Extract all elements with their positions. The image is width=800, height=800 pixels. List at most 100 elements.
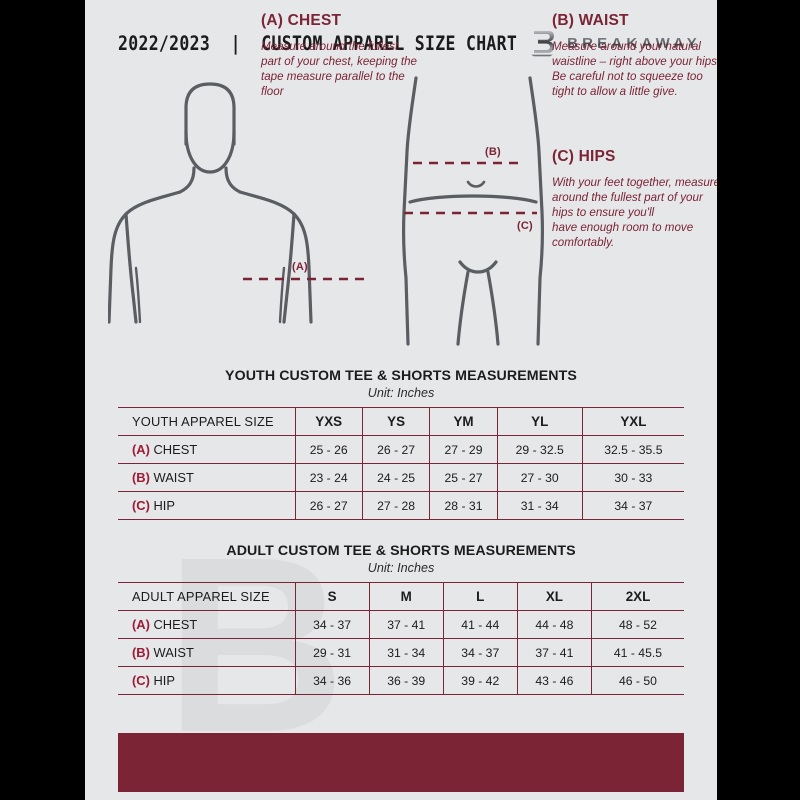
youth-waist-yxs: 23 - 24 (294, 463, 363, 492)
table-row: (A) CHEST 34 - 37 37 - 41 41 - 44 44 - 4… (118, 610, 684, 639)
youth-size-col-0: YXS (294, 407, 363, 436)
instruction-chest-body: Measure around the fullest part of your … (261, 40, 417, 99)
row-name: WAIST (153, 470, 194, 485)
instruction-waist: (B) WAIST Measure around your natural wa… (552, 12, 717, 99)
adult-waist-s: 29 - 31 (294, 638, 370, 667)
adult-row-waist-label: (B) WAIST (118, 639, 295, 667)
hips-marker-label: (C) (517, 220, 533, 232)
youth-hip-ys: 27 - 28 (361, 491, 430, 520)
adult-waist-l: 34 - 37 (442, 638, 518, 667)
breakaway-b-monogram-icon (531, 31, 555, 57)
youth-size-col-1: YS (361, 407, 430, 436)
row-tag: (B) (132, 645, 150, 660)
adult-size-col-1: M (368, 582, 444, 611)
youth-chest-yxl: 32.5 - 35.5 (581, 435, 684, 464)
page-header: 2022/2023 | CUSTOM APPAREL SIZE CHART (85, 26, 717, 60)
youth-size-col-3: YL (496, 407, 583, 436)
chest-marker-label: (A) (292, 261, 308, 273)
table-row: (B) WAIST 23 - 24 24 - 25 25 - 27 27 - 3… (118, 463, 684, 492)
adult-size-col-0: S (294, 582, 370, 611)
youth-row-waist-label: (B) WAIST (118, 464, 295, 492)
row-tag: (B) (132, 470, 150, 485)
youth-size-table-block: YOUTH CUSTOM TEE & SHORTS MEASUREMENTS U… (118, 368, 684, 520)
youth-hip-yxs: 26 - 27 (294, 491, 363, 520)
adult-waist-m: 31 - 34 (368, 638, 444, 667)
adult-table-unit: Unit: Inches (367, 561, 435, 575)
adult-hip-s: 34 - 36 (294, 666, 370, 695)
season-label: 2022/2023 (118, 31, 211, 55)
row-name: HIP (153, 498, 176, 513)
adult-chest-l: 41 - 44 (442, 610, 518, 639)
row-tag: (C) (132, 673, 150, 688)
adult-hip-m: 36 - 39 (368, 666, 444, 695)
adult-chest-m: 37 - 41 (368, 610, 444, 639)
youth-table-title: YOUTH CUSTOM TEE & SHORTS MEASUREMENTS (225, 368, 577, 384)
youth-chest-yl: 29 - 32.5 (496, 435, 583, 464)
adult-chest-2xl: 48 - 52 (590, 610, 684, 639)
adult-waist-xl: 37 - 41 (516, 638, 592, 667)
youth-row-chest-label: (A) CHEST (118, 436, 295, 464)
youth-hip-yxl: 34 - 37 (581, 491, 684, 520)
table-row: (A) CHEST 25 - 26 26 - 27 27 - 29 29 - 3… (118, 435, 684, 464)
instruction-hips: (C) HIPS With your feet together, measur… (552, 148, 717, 250)
row-name: HIP (153, 673, 176, 688)
table-row: (C) HIP 26 - 27 27 - 28 28 - 31 31 - 34 … (118, 491, 684, 520)
row-name: WAIST (153, 645, 194, 660)
adult-hip-2xl: 46 - 50 (590, 666, 684, 695)
adult-size-label: ADULT APPAREL SIZE (132, 589, 270, 604)
youth-size-table: YOUTH APPAREL SIZE YXS YS YM YL YXL (A) … (118, 407, 684, 520)
row-tag: (A) (132, 442, 150, 457)
measurement-guides (243, 161, 537, 281)
table-header-row: ADULT APPAREL SIZE S M L XL 2XL (118, 582, 684, 611)
measurement-illustrations: (A) (B) (C) (85, 72, 717, 362)
adult-size-table-block: ADULT CUSTOM TEE & SHORTS MEASUREMENTS U… (118, 543, 684, 695)
youth-waist-ys: 24 - 25 (361, 463, 430, 492)
adult-size-col-3: XL (516, 582, 592, 611)
row-name: CHEST (153, 617, 198, 632)
youth-hip-ym: 28 - 31 (429, 491, 498, 520)
youth-row-hip-label: (C) HIP (118, 492, 295, 520)
instruction-waist-body: Measure around your natural waistline – … (552, 40, 717, 99)
youth-size-col-2: YM (429, 407, 498, 436)
row-tag: (A) (132, 617, 150, 632)
adult-row-hip-label: (C) HIP (118, 667, 295, 695)
table-row: (C) HIP 34 - 36 36 - 39 39 - 42 43 - 46 … (118, 666, 684, 695)
instruction-hips-heading: (C) HIPS (552, 148, 616, 165)
instruction-chest: (A) CHEST Measure around the fullest par… (261, 12, 421, 99)
row-tag: (C) (132, 498, 150, 513)
title-text: CUSTOM APPAREL SIZE CHART (261, 31, 518, 55)
adult-hip-l: 39 - 42 (442, 666, 518, 695)
brand-lockup: BREAKAWAY (529, 28, 701, 58)
youth-waist-yxl: 30 - 33 (581, 463, 684, 492)
adult-size-col-4: 2XL (590, 582, 684, 611)
youth-chest-ym: 27 - 29 (429, 435, 498, 464)
instruction-chest-heading: (A) CHEST (261, 12, 342, 29)
adult-table-title: ADULT CUSTOM TEE & SHORTS MEASUREMENTS (226, 543, 576, 559)
waist-marker-label: (B) (485, 146, 501, 158)
adult-waist-2xl: 41 - 45.5 (590, 638, 684, 667)
table-row: (B) WAIST 29 - 31 31 - 34 34 - 37 37 - 4… (118, 638, 684, 667)
title-separator: | (230, 31, 241, 55)
adult-size-col-2: L (442, 582, 518, 611)
footer-bar (118, 733, 684, 792)
brand-name: BREAKAWAY (567, 34, 701, 52)
adult-hip-xl: 43 - 46 (516, 666, 592, 695)
row-name: CHEST (153, 442, 198, 457)
adult-size-table: ADULT APPAREL SIZE S M L XL 2XL (A) CHES… (118, 582, 684, 695)
page-title: 2022/2023 | CUSTOM APPAREL SIZE CHART (118, 32, 517, 54)
front-torso-illustration (108, 82, 313, 324)
size-chart-page: B 2022/2023 | CUSTOM APPAREL SIZE CHART (85, 0, 717, 800)
youth-chest-ys: 26 - 27 (361, 435, 430, 464)
instruction-hips-body: With your feet together, measure around … (552, 176, 717, 250)
youth-waist-ym: 25 - 27 (429, 463, 498, 492)
lower-body-illustration (402, 76, 544, 346)
youth-size-col-4: YXL (581, 407, 684, 436)
instruction-waist-heading: (B) WAIST (552, 12, 629, 29)
table-header-row: YOUTH APPAREL SIZE YXS YS YM YL YXL (118, 407, 684, 436)
adult-row-chest-label: (A) CHEST (118, 611, 295, 639)
youth-size-label: YOUTH APPAREL SIZE (132, 414, 274, 429)
adult-chest-xl: 44 - 48 (516, 610, 592, 639)
adult-chest-s: 34 - 37 (294, 610, 370, 639)
youth-waist-yl: 27 - 30 (496, 463, 583, 492)
